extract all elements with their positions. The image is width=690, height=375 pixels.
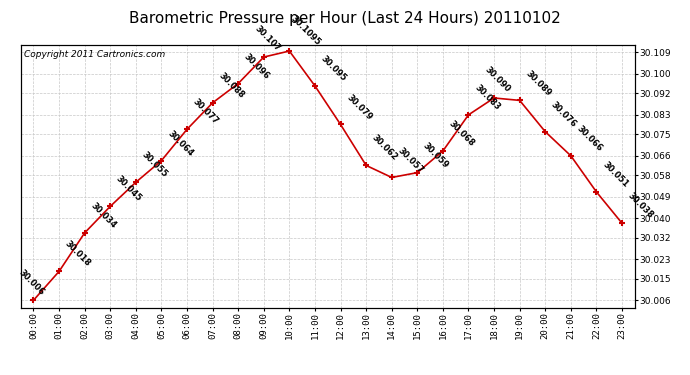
Text: Copyright 2011 Cartronics.com: Copyright 2011 Cartronics.com [23,50,165,59]
Text: 30.107: 30.107 [253,24,282,53]
Text: 30.064: 30.064 [166,129,195,158]
Text: 30.089: 30.089 [524,69,553,98]
Text: 30.090: 30.090 [483,65,512,94]
Text: 30.055: 30.055 [140,150,169,180]
Text: 30.076: 30.076 [549,100,578,129]
Text: 30.077: 30.077 [191,98,220,126]
Text: 30.096: 30.096 [242,52,271,81]
Text: 30.034: 30.034 [89,201,118,230]
Text: 30.083: 30.083 [473,83,502,112]
Text: 30.088: 30.088 [217,71,246,100]
Text: 30.095: 30.095 [319,54,348,83]
Text: Barometric Pressure per Hour (Last 24 Hours) 20110102: Barometric Pressure per Hour (Last 24 Ho… [129,11,561,26]
Text: 30.038: 30.038 [626,192,656,220]
Text: 30.062: 30.062 [371,134,400,163]
Text: 30.066: 30.066 [575,124,604,153]
Text: 30.079: 30.079 [345,93,374,122]
Text: 30.059: 30.059 [422,141,451,170]
Text: 30.051: 30.051 [600,160,630,189]
Text: 30.006: 30.006 [17,268,46,297]
Text: 30.1095: 30.1095 [289,13,323,47]
Text: 30.045: 30.045 [115,174,144,204]
Text: 30.068: 30.068 [447,119,476,148]
Text: 30.018: 30.018 [63,240,92,268]
Text: 30.057: 30.057 [396,146,425,175]
